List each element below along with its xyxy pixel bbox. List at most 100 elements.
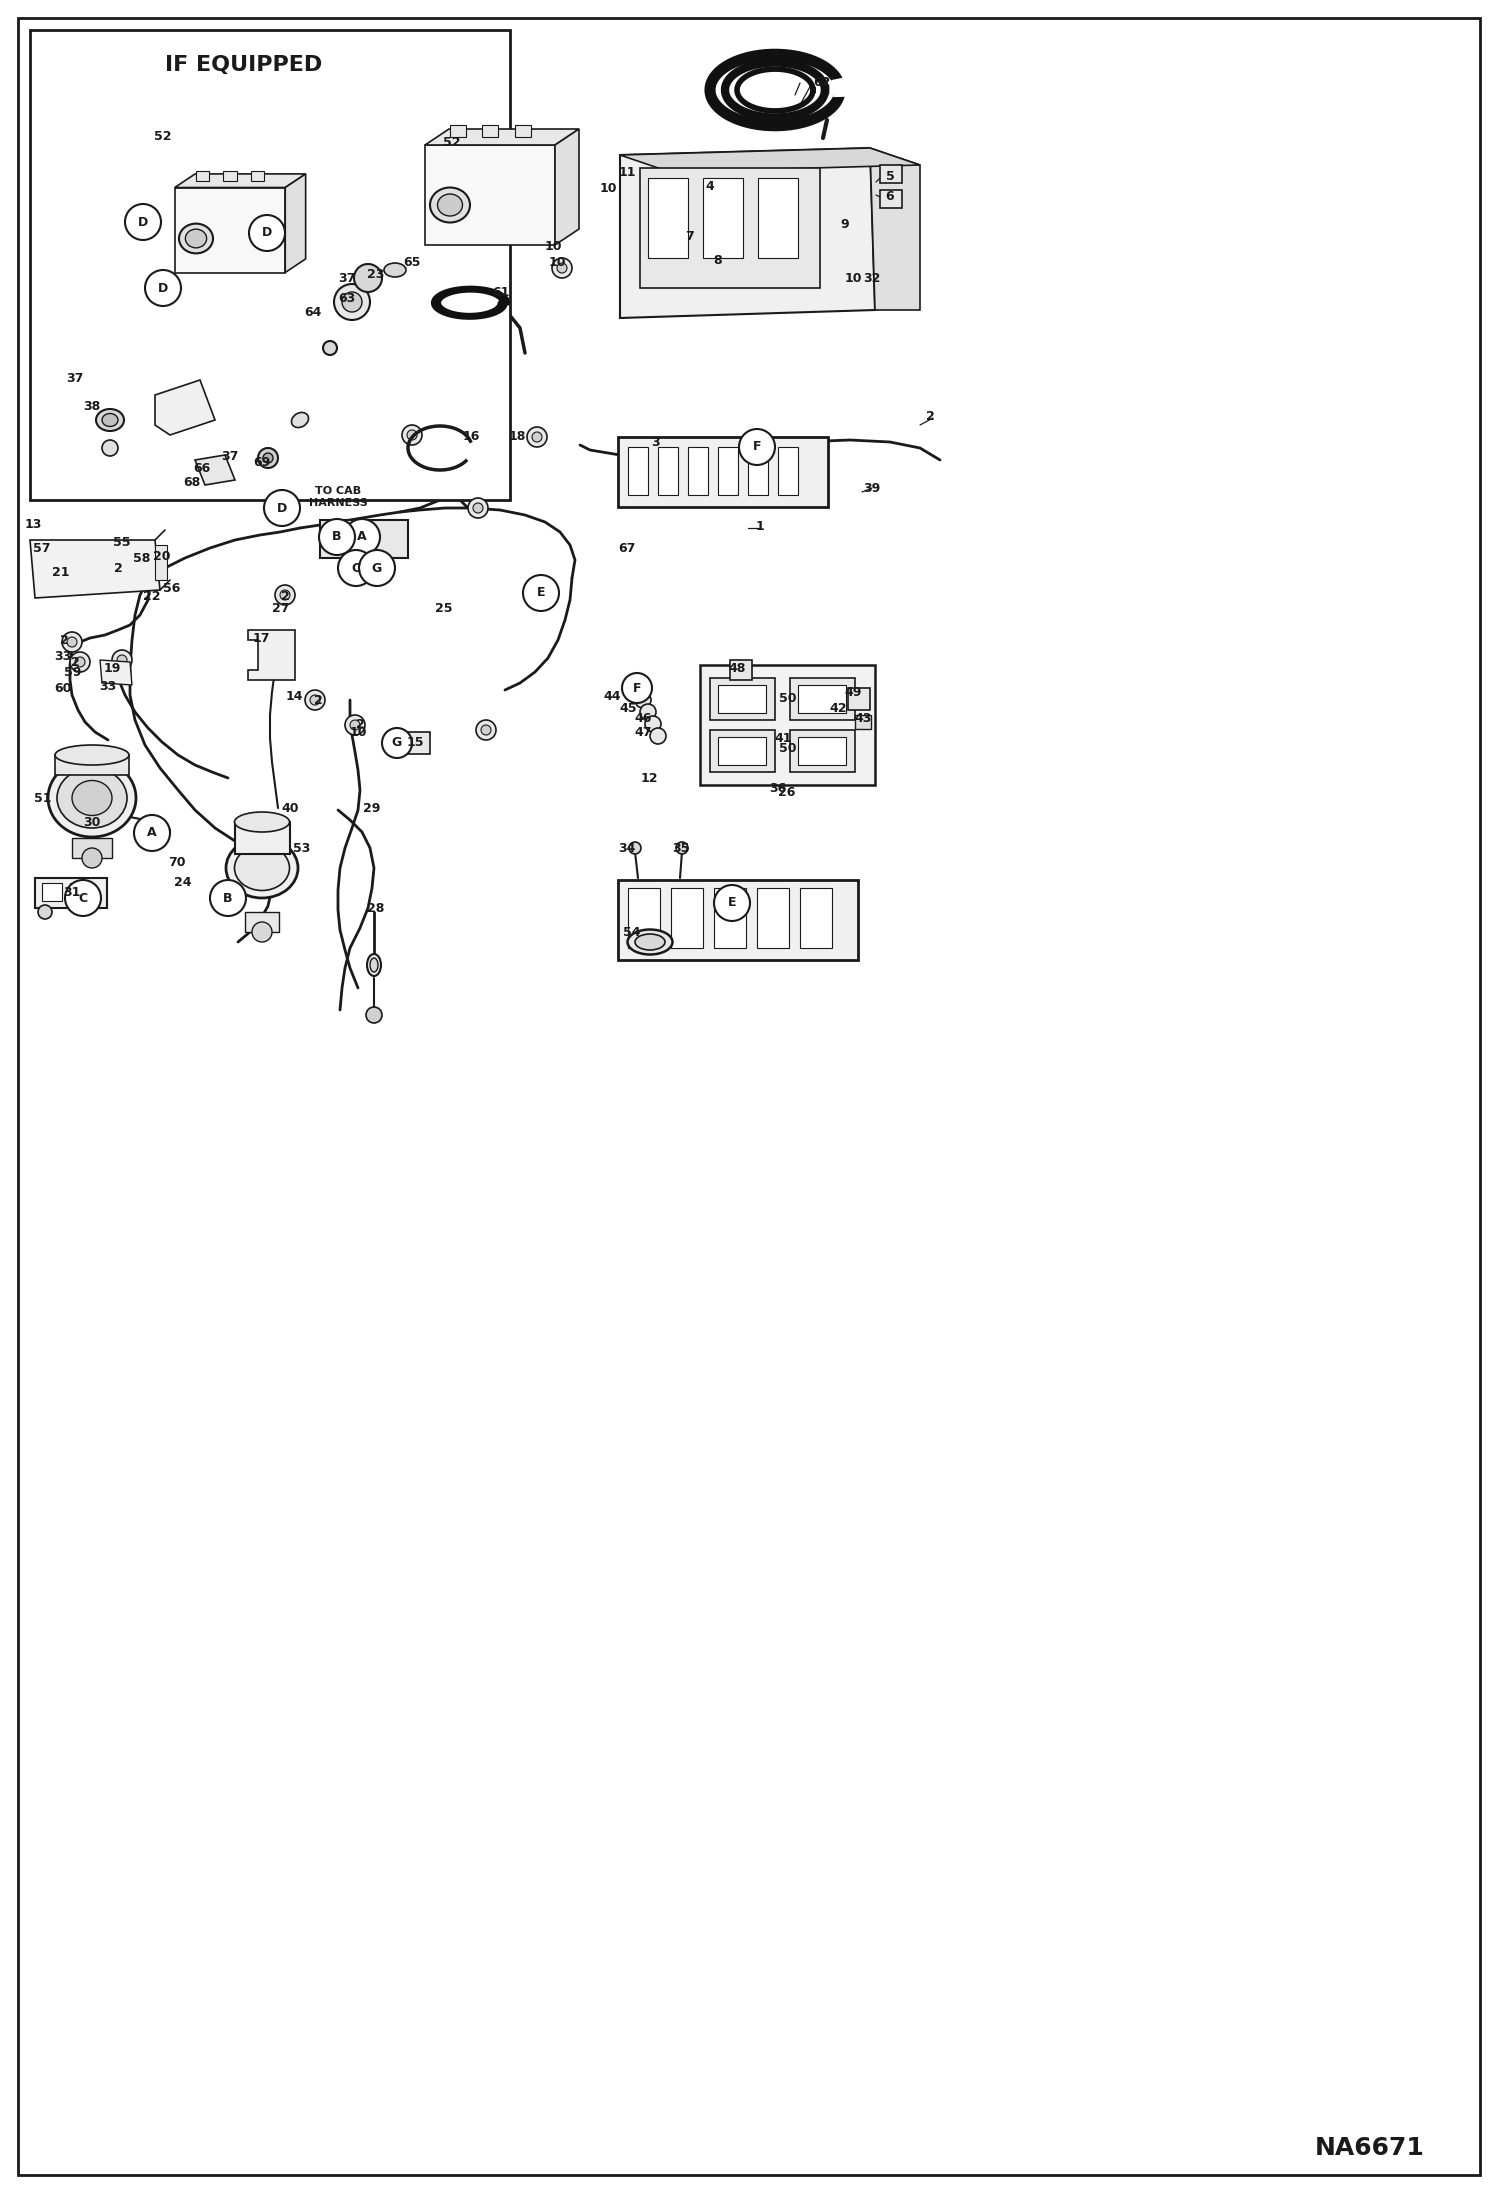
Bar <box>55 754 129 774</box>
Polygon shape <box>620 147 920 171</box>
Circle shape <box>133 816 169 851</box>
Text: 28: 28 <box>367 901 385 914</box>
Text: 69: 69 <box>253 456 271 469</box>
Circle shape <box>124 204 160 239</box>
Text: 30: 30 <box>84 816 100 829</box>
Circle shape <box>523 575 559 612</box>
Text: 22: 22 <box>144 590 160 603</box>
Text: 58: 58 <box>133 550 151 564</box>
Bar <box>482 125 497 136</box>
Text: 63: 63 <box>339 292 355 305</box>
Bar <box>321 520 369 557</box>
Bar <box>34 877 106 908</box>
Text: 42: 42 <box>830 702 846 715</box>
Text: 55: 55 <box>114 535 130 548</box>
Text: E: E <box>536 586 545 599</box>
Text: 52: 52 <box>154 132 172 143</box>
Bar <box>798 737 846 765</box>
Text: B: B <box>333 531 342 544</box>
Circle shape <box>407 430 416 441</box>
Text: 10: 10 <box>544 241 562 254</box>
Circle shape <box>249 215 285 250</box>
Text: 57: 57 <box>33 542 51 555</box>
Bar <box>449 125 466 136</box>
Text: 31: 31 <box>63 886 81 899</box>
Ellipse shape <box>635 934 665 950</box>
Text: 37: 37 <box>66 371 84 384</box>
Text: 35: 35 <box>673 842 689 855</box>
Bar <box>718 447 739 496</box>
Circle shape <box>264 454 273 463</box>
Text: 37: 37 <box>222 450 238 463</box>
Polygon shape <box>425 145 554 246</box>
Ellipse shape <box>48 759 136 838</box>
Text: 18: 18 <box>508 430 526 443</box>
Circle shape <box>398 739 412 752</box>
Circle shape <box>382 728 412 759</box>
Text: 50: 50 <box>779 691 797 704</box>
Ellipse shape <box>102 414 118 425</box>
Text: 24: 24 <box>174 875 192 888</box>
Circle shape <box>345 520 380 555</box>
Text: 27: 27 <box>273 601 289 614</box>
Circle shape <box>650 728 667 743</box>
Text: 11: 11 <box>619 167 635 180</box>
Bar <box>718 684 765 713</box>
Polygon shape <box>154 379 216 434</box>
Text: 70: 70 <box>168 857 186 868</box>
Text: G: G <box>392 737 401 750</box>
Text: 10: 10 <box>599 182 617 195</box>
Bar <box>72 838 112 857</box>
Bar <box>800 888 831 947</box>
Polygon shape <box>620 147 875 318</box>
Circle shape <box>258 447 279 467</box>
Text: 8: 8 <box>713 254 722 268</box>
Bar <box>400 732 430 754</box>
Text: 1: 1 <box>755 520 764 533</box>
Circle shape <box>339 550 374 586</box>
Circle shape <box>64 879 100 917</box>
Text: E: E <box>728 897 736 910</box>
Circle shape <box>739 430 774 465</box>
Bar <box>658 447 679 496</box>
Text: 2: 2 <box>114 561 123 575</box>
Text: D: D <box>157 281 168 294</box>
Text: NA6671: NA6671 <box>1315 2136 1425 2160</box>
Bar <box>514 125 530 136</box>
Polygon shape <box>249 629 295 680</box>
Text: 59: 59 <box>64 667 82 680</box>
Text: D: D <box>138 215 148 228</box>
Circle shape <box>264 489 300 526</box>
Text: 47: 47 <box>634 726 652 739</box>
Circle shape <box>640 704 656 719</box>
Bar <box>777 447 798 496</box>
Text: 68: 68 <box>183 476 201 489</box>
Polygon shape <box>870 147 920 309</box>
Circle shape <box>557 263 568 272</box>
Ellipse shape <box>235 811 289 831</box>
Circle shape <box>646 715 661 732</box>
Bar <box>879 164 902 182</box>
Bar <box>879 191 902 208</box>
Bar <box>756 888 789 947</box>
Text: 33: 33 <box>54 649 72 662</box>
Bar <box>718 737 765 765</box>
Text: 15: 15 <box>406 735 424 748</box>
Circle shape <box>112 649 132 671</box>
Text: D: D <box>262 226 273 239</box>
Polygon shape <box>554 129 580 246</box>
Bar <box>628 447 649 496</box>
Text: 45: 45 <box>619 702 637 715</box>
Circle shape <box>551 259 572 279</box>
Circle shape <box>252 921 273 943</box>
Bar <box>649 178 688 259</box>
Text: 10: 10 <box>548 257 566 270</box>
Text: 7: 7 <box>686 230 695 243</box>
Ellipse shape <box>367 954 380 976</box>
Text: 49: 49 <box>845 686 861 700</box>
Bar <box>703 178 743 259</box>
Text: 13: 13 <box>24 518 42 531</box>
Ellipse shape <box>226 838 298 897</box>
Text: 40: 40 <box>282 800 298 814</box>
Text: 29: 29 <box>364 800 380 814</box>
